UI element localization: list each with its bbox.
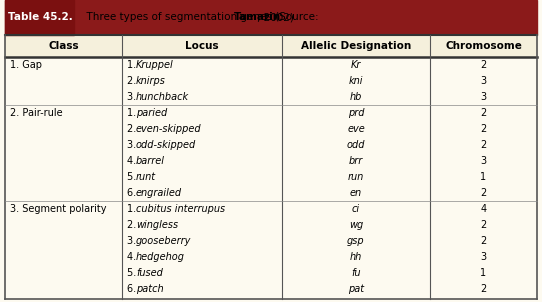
Text: kni: kni [349,76,363,86]
Text: 5.: 5. [127,268,139,278]
Text: hh: hh [350,252,362,262]
Text: 4.: 4. [127,252,139,262]
Text: paried: paried [136,108,167,118]
Text: gsp: gsp [347,236,365,246]
Text: Locus: Locus [185,41,219,51]
Text: knirps: knirps [136,76,166,86]
Text: Table 45.2.: Table 45.2. [8,12,73,22]
Text: 2: 2 [480,220,487,230]
Text: fu: fu [351,268,361,278]
Text: 3. Segment polarity: 3. Segment polarity [10,204,106,214]
Text: wingless: wingless [136,220,178,230]
Text: odd: odd [347,140,365,150]
Text: 2: 2 [480,188,487,198]
Text: ci: ci [352,204,360,214]
Text: eve: eve [347,124,365,134]
Text: hunchback: hunchback [136,92,189,102]
Text: 1: 1 [480,268,487,278]
Text: 2: 2 [480,140,487,150]
Text: Class: Class [49,41,79,51]
Text: odd-skipped: odd-skipped [136,140,196,150]
Text: Chromosome: Chromosome [445,41,522,51]
Text: Allelic Designation: Allelic Designation [301,41,411,51]
Text: hb: hb [350,92,362,102]
Text: gooseberry: gooseberry [136,236,191,246]
Text: 4.: 4. [127,156,139,166]
Text: 2: 2 [480,236,487,246]
Text: 3: 3 [480,156,487,166]
Text: 3.: 3. [127,140,139,150]
Bar [5,0,537,35]
Text: 1: 1 [480,172,487,182]
Text: prd: prd [348,108,364,118]
Text: 2: 2 [480,124,487,134]
Text: 1.: 1. [127,60,139,70]
Text: 1.: 1. [127,204,139,214]
Text: 1. Gap: 1. Gap [10,60,42,70]
Text: hedgehog: hedgehog [136,252,185,262]
Text: 3.: 3. [127,236,139,246]
Text: engrailed: engrailed [136,188,182,198]
Text: 2.: 2. [127,76,139,86]
Bar [5,0,74,35]
Text: 3: 3 [480,92,487,102]
Text: Three types of segmentation genes (Source:: Three types of segmentation genes (Sourc… [80,12,322,22]
Text: en: en [350,188,362,198]
Text: run: run [348,172,364,182]
Text: cubitus interrupus: cubitus interrupus [136,204,225,214]
Text: Kr: Kr [351,60,361,70]
Text: runt: runt [136,172,156,182]
Text: 2.: 2. [127,220,139,230]
Text: 2: 2 [480,284,487,294]
Bar [5,35,537,57]
Text: 2. Pair-rule: 2. Pair-rule [10,108,62,118]
Text: 2.: 2. [127,124,139,134]
Text: fused: fused [136,268,163,278]
Text: even-skipped: even-skipped [136,124,202,134]
Text: Tamarin: Tamarin [234,12,281,22]
Text: 4: 4 [480,204,487,214]
Text: 1.: 1. [127,108,139,118]
Text: 2: 2 [480,108,487,118]
Text: 3: 3 [480,76,487,86]
Text: 3: 3 [480,252,487,262]
Text: Kruppel: Kruppel [136,60,174,70]
Text: barrel: barrel [136,156,165,166]
Text: 6.: 6. [127,188,139,198]
Text: brr: brr [349,156,363,166]
Text: wg: wg [349,220,363,230]
Text: 6.: 6. [127,284,139,294]
Text: , 2002): , 2002) [257,12,294,22]
Text: pat: pat [348,284,364,294]
Text: patch: patch [136,284,164,294]
Text: 2: 2 [480,60,487,70]
Text: 3.: 3. [127,92,139,102]
Text: 5.: 5. [127,172,139,182]
